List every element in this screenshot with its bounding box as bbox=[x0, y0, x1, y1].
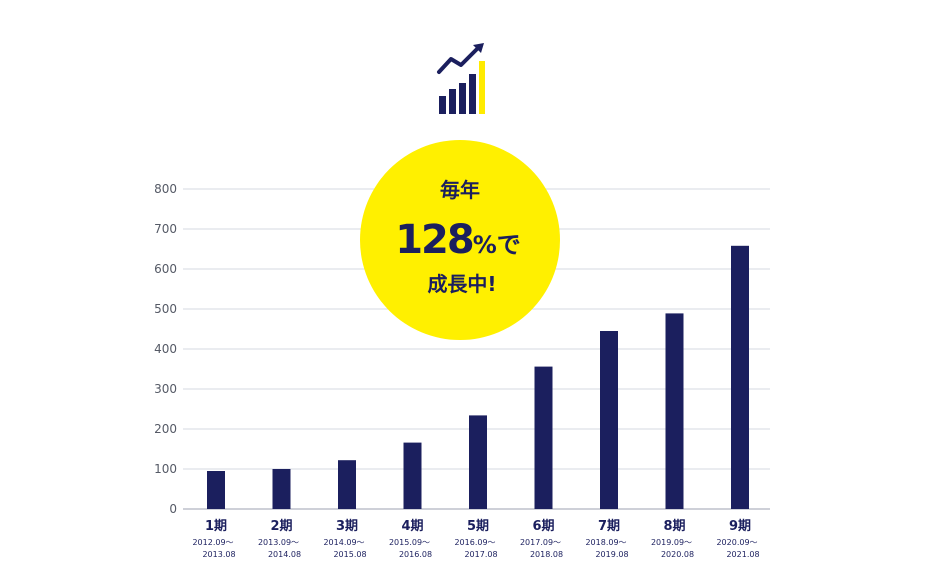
bars bbox=[207, 245, 749, 510]
x-category-label: 5期 bbox=[467, 519, 489, 534]
growth-badge: 毎年 128%で 成長中! bbox=[360, 140, 560, 340]
icon-bar-1 bbox=[439, 96, 446, 114]
period-end-label: 2015.08 bbox=[333, 550, 366, 559]
bar bbox=[272, 469, 291, 509]
y-tick-label: 300 bbox=[154, 382, 177, 396]
icon-bar-2 bbox=[449, 89, 456, 114]
growth-chart-icon bbox=[437, 43, 485, 114]
icon-arrow-head bbox=[473, 43, 484, 53]
period-end-label: 2014.08 bbox=[268, 550, 301, 559]
period-end-label: 2019.08 bbox=[595, 550, 628, 559]
icon-bar-3 bbox=[459, 83, 466, 114]
y-tick-label: 0 bbox=[169, 502, 177, 516]
period-end-label: 2018.08 bbox=[530, 550, 563, 559]
period-end-label: 2013.08 bbox=[202, 550, 235, 559]
period-start-label: 2019.09～ bbox=[651, 538, 692, 547]
y-tick-label: 800 bbox=[154, 182, 177, 196]
period-end-label: 2021.08 bbox=[726, 550, 759, 559]
x-category-label: 2期 bbox=[270, 519, 292, 534]
badge-suffix: %で bbox=[473, 231, 521, 259]
x-category-label: 7期 bbox=[598, 519, 620, 534]
icon-bar-accent bbox=[479, 61, 485, 114]
y-axis-ticks: 0 100 200 300 400 500 600 700 800 bbox=[154, 182, 177, 516]
x-category-label: 1期 bbox=[205, 519, 227, 534]
x-category-label: 3期 bbox=[336, 519, 358, 534]
icon-trend-line bbox=[437, 46, 480, 74]
icon-bar-4 bbox=[469, 74, 476, 114]
y-tick-label: 400 bbox=[154, 342, 177, 356]
period-start-label: 2017.09～ bbox=[520, 538, 561, 547]
badge-line1: 毎年 bbox=[440, 178, 480, 202]
period-start-label: 2020.09～ bbox=[716, 538, 757, 547]
y-tick-label: 700 bbox=[154, 222, 177, 236]
period-start-label: 2014.09～ bbox=[323, 538, 364, 547]
bar bbox=[403, 442, 422, 509]
bar bbox=[534, 366, 553, 509]
y-tick-label: 500 bbox=[154, 302, 177, 316]
x-axis-labels: 1期 2012.09～ 2013.08 2期 2013.09～ 2014.08 3期 2014… bbox=[192, 519, 759, 559]
x-category-label: 4期 bbox=[401, 519, 423, 534]
bar bbox=[665, 313, 684, 509]
y-tick-label: 600 bbox=[154, 262, 177, 276]
period-end-label: 2020.08 bbox=[661, 550, 694, 559]
period-end-label: 2016.08 bbox=[399, 550, 432, 559]
period-start-label: 2012.09～ bbox=[192, 538, 233, 547]
bar bbox=[338, 460, 356, 509]
badge-line3: 成長中! bbox=[427, 272, 496, 296]
bar bbox=[600, 331, 618, 509]
period-start-label: 2015.09～ bbox=[389, 538, 430, 547]
badge-circle bbox=[360, 140, 560, 340]
period-start-label: 2018.09～ bbox=[585, 538, 626, 547]
bar bbox=[469, 415, 487, 509]
x-category-label: 9期 bbox=[729, 519, 751, 534]
period-start-label: 2013.09～ bbox=[258, 538, 299, 547]
bar bbox=[731, 245, 749, 510]
period-end-label: 2017.08 bbox=[464, 550, 497, 559]
x-category-label: 6期 bbox=[532, 519, 554, 534]
badge-number: 128 bbox=[395, 217, 473, 263]
period-start-label: 2016.09～ bbox=[454, 538, 495, 547]
y-tick-label: 200 bbox=[154, 422, 177, 436]
badge-rate: 128%で bbox=[395, 217, 521, 263]
bar bbox=[207, 471, 225, 509]
x-category-label: 8期 bbox=[663, 519, 685, 534]
y-tick-label: 100 bbox=[154, 462, 177, 476]
